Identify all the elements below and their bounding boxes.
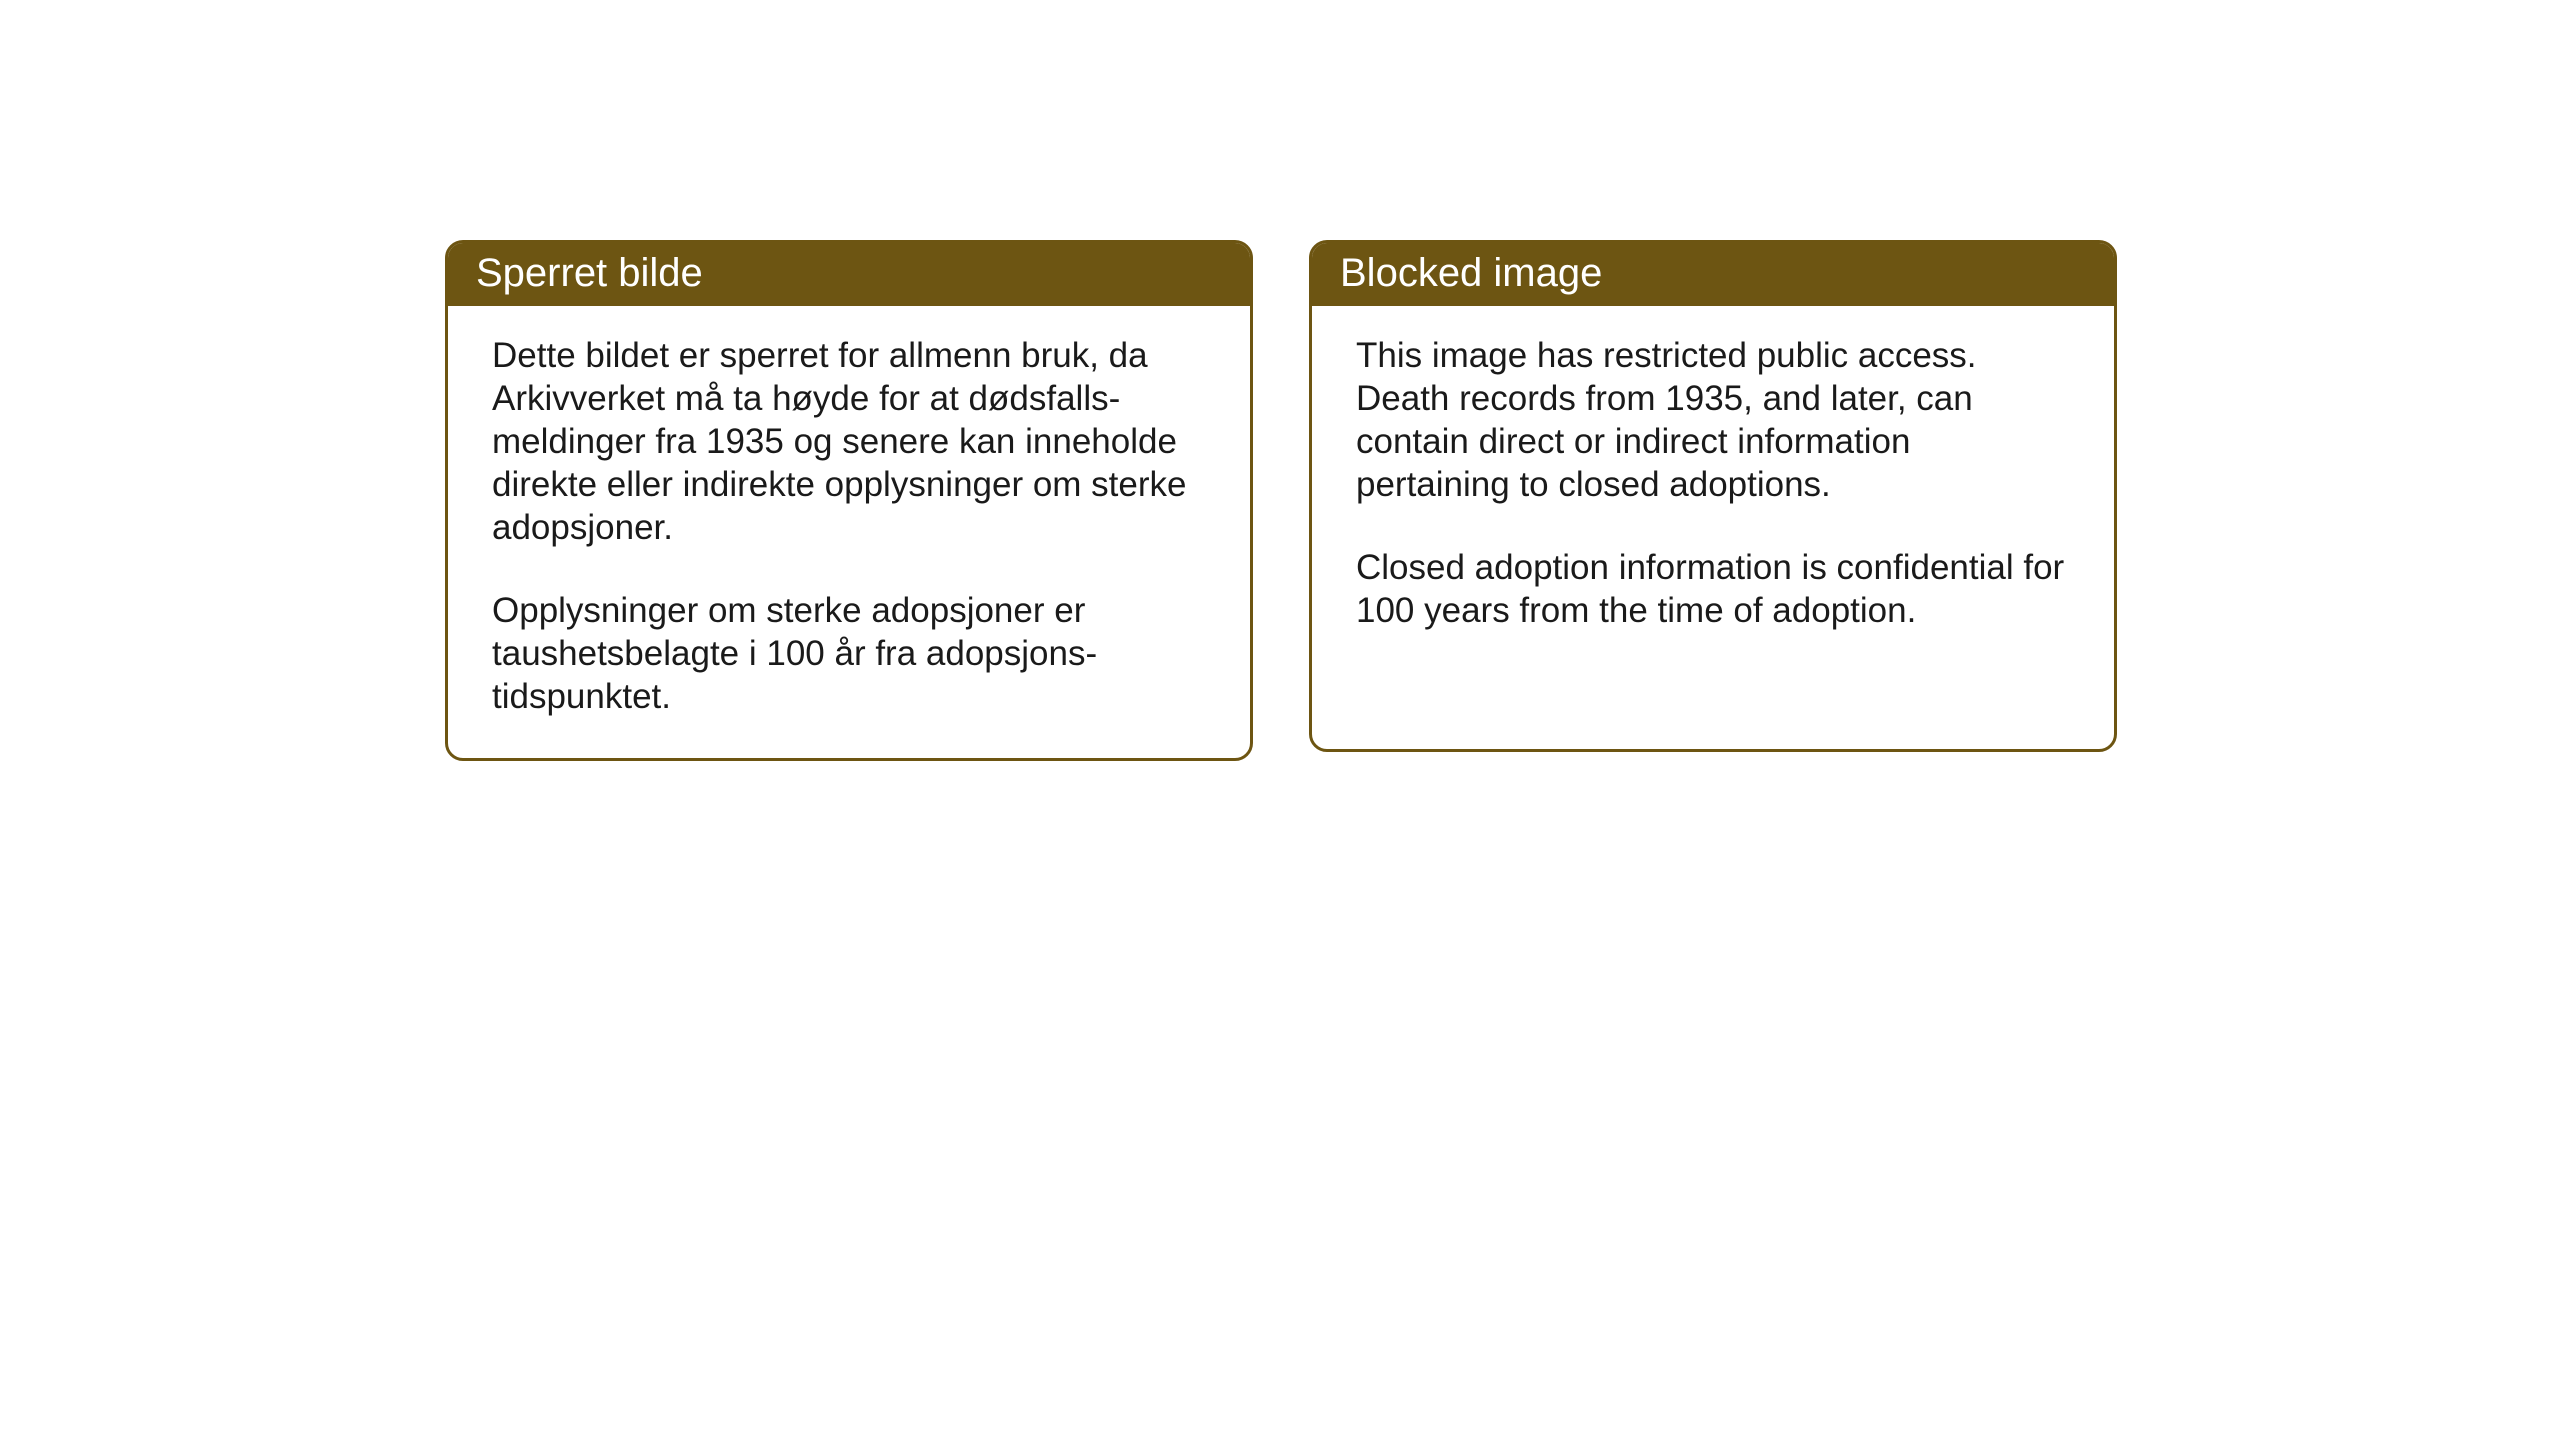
- notice-cards-container: Sperret bilde Dette bildet er sperret fo…: [445, 240, 2117, 761]
- paragraph-norwegian-1: Dette bildet er sperret for allmenn bruk…: [492, 334, 1206, 549]
- card-header-norwegian: Sperret bilde: [448, 243, 1250, 306]
- notice-card-english: Blocked image This image has restricted …: [1309, 240, 2117, 752]
- paragraph-english-2: Closed adoption information is confident…: [1356, 546, 2070, 632]
- card-body-norwegian: Dette bildet er sperret for allmenn bruk…: [448, 306, 1250, 758]
- card-body-english: This image has restricted public access.…: [1312, 306, 2114, 672]
- notice-card-norwegian: Sperret bilde Dette bildet er sperret fo…: [445, 240, 1253, 761]
- paragraph-norwegian-2: Opplysninger om sterke adopsjoner er tau…: [492, 589, 1206, 718]
- card-header-english: Blocked image: [1312, 243, 2114, 306]
- paragraph-english-1: This image has restricted public access.…: [1356, 334, 2070, 506]
